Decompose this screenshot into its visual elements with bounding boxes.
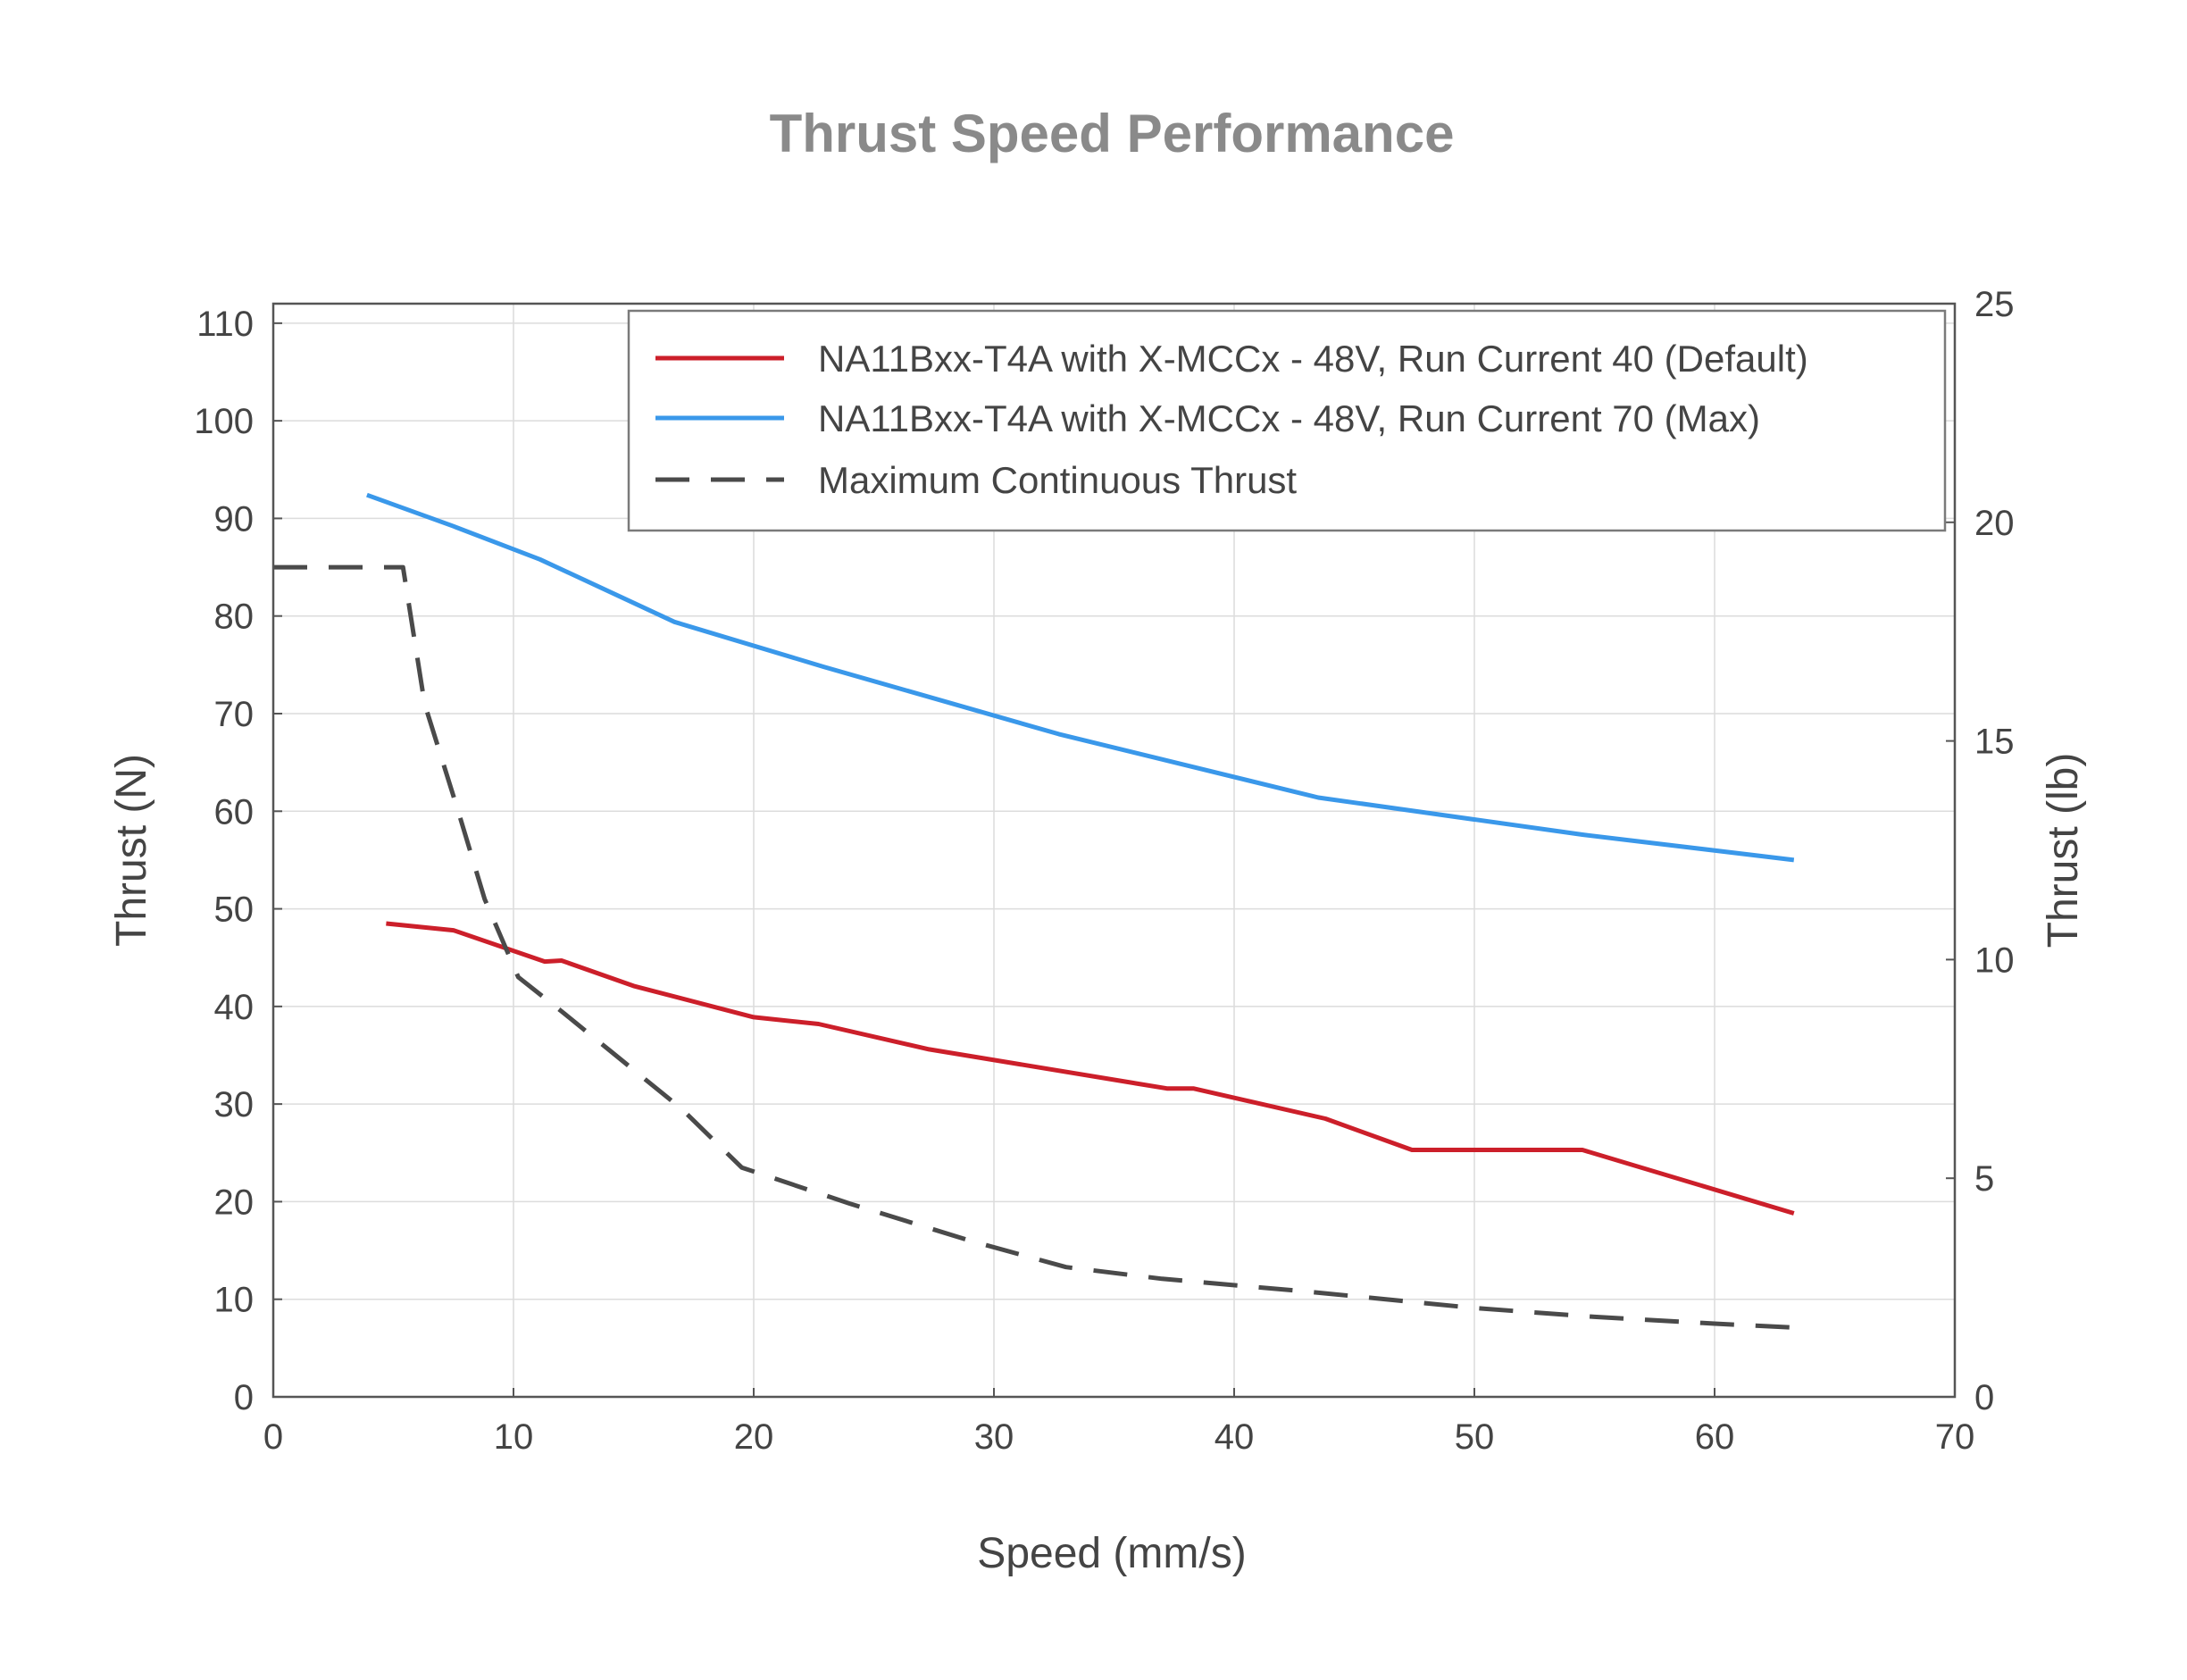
series-line-2	[366, 492, 1795, 863]
x-axis-label: Speed (mm/s)	[977, 1530, 1246, 1577]
plot-frame	[271, 302, 1957, 1399]
y-tick-label: 30	[214, 1085, 255, 1124]
x-tick-label: 10	[494, 1417, 534, 1457]
x-tick-label: 30	[974, 1417, 1014, 1457]
y-tick-label: 20	[214, 1183, 255, 1222]
x-tick-label: 70	[1935, 1417, 1975, 1457]
x-tick-label: 50	[1455, 1417, 1495, 1457]
y-tick-label: 70	[214, 695, 255, 734]
y-tick-label: 110	[196, 305, 254, 344]
legend: NA11Bxx-T4A with X-MCCx - 48V, Run Curre…	[627, 309, 1947, 532]
legend-label-2: NA11Bxx-T4A with X-MCCx - 48V, Run Curre…	[818, 397, 1760, 439]
y2-tick-label: 25	[1974, 285, 2015, 324]
y-tick-label: 80	[214, 598, 255, 637]
x-tick-label: 0	[263, 1417, 283, 1457]
y2-tick-label: 15	[1974, 723, 2015, 762]
legend-box	[627, 309, 1947, 532]
x-tick-label: 60	[1695, 1417, 1735, 1457]
y2-axis-ticks: 0 5 10 15 20 25	[1946, 285, 2015, 1417]
y2-tick-label: 5	[1974, 1159, 1994, 1199]
legend-label-3: Maximum Continuous Thrust	[818, 459, 1297, 501]
y-tick-label: 10	[214, 1281, 255, 1320]
y2-tick-label: 20	[1974, 504, 2015, 543]
y-tick-label: 40	[214, 988, 255, 1027]
y-tick-label: 0	[234, 1378, 254, 1417]
x-tick-label: 40	[1215, 1417, 1255, 1457]
y-tick-label: 90	[214, 499, 255, 539]
x-axis-ticks: 0 10 20 30 40 50 60 70	[263, 1388, 1974, 1457]
series-line-1	[386, 921, 1795, 1216]
y2-tick-label: 10	[1974, 940, 2015, 980]
y-tick-label: 60	[214, 792, 255, 832]
chart-title: Thrust Speed Performance	[770, 104, 1455, 163]
x-tick-label: 20	[734, 1417, 774, 1457]
y-tick-label: 50	[214, 890, 255, 930]
y-axis-label: Thrust (N)	[108, 754, 155, 947]
series-lines	[273, 492, 1795, 1330]
y2-tick-label: 0	[1974, 1378, 1994, 1417]
series-line-3	[273, 564, 1794, 1330]
legend-label-1: NA11Bxx-T4A with X-MCCx - 48V, Run Curre…	[818, 338, 1808, 380]
y2-axis-label: Thrust (lb)	[2040, 753, 2087, 949]
y-axis-ticks: 0 10 20 30 40 50 60 70 80 90 100 110	[194, 305, 282, 1417]
y-tick-label: 100	[194, 402, 254, 441]
